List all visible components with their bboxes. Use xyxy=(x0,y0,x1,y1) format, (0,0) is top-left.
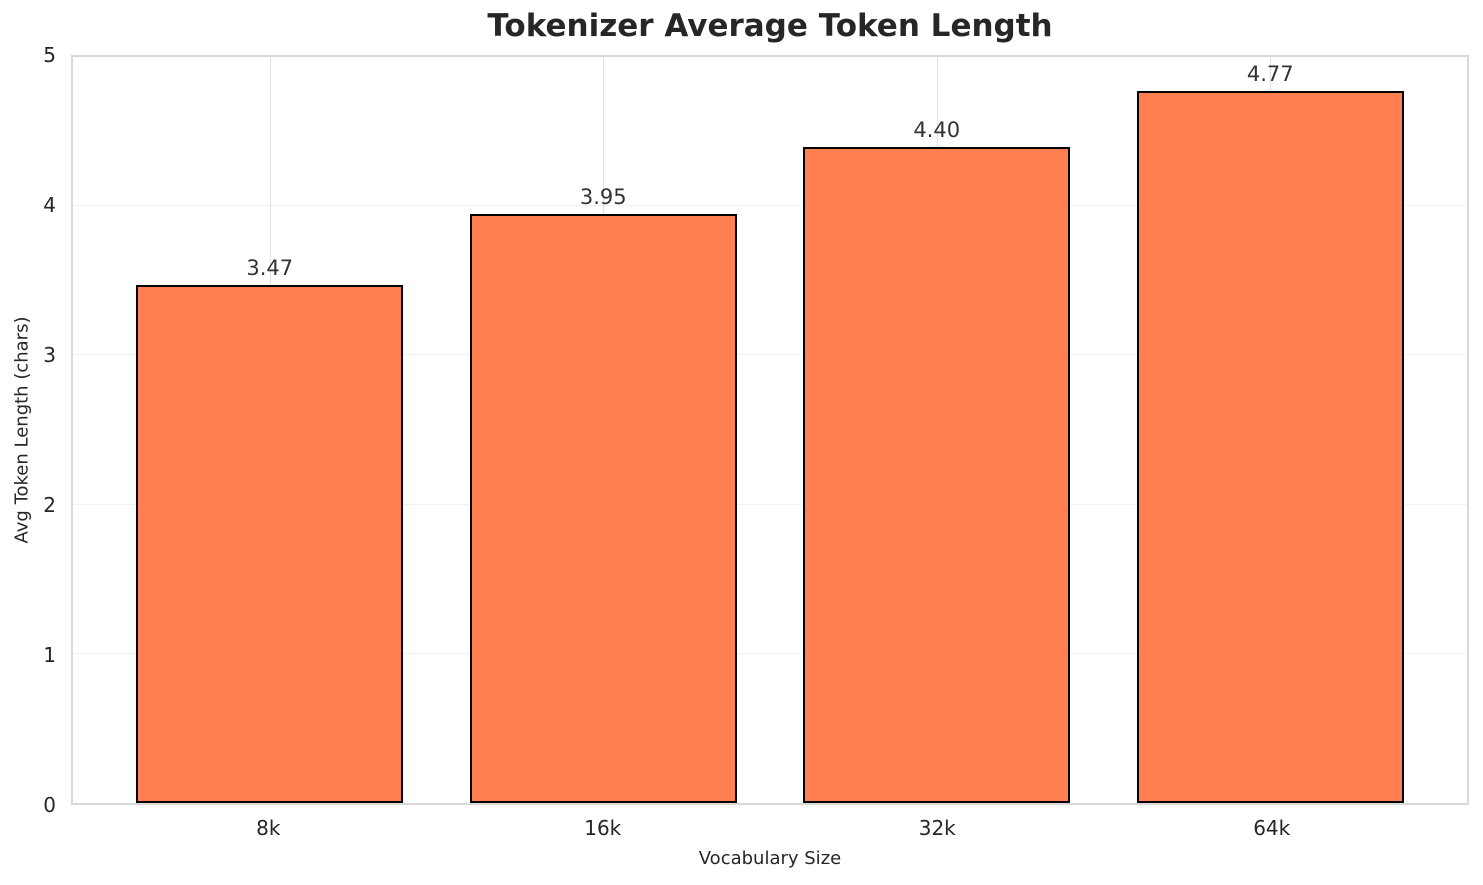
x-tick-label: 8k xyxy=(256,816,281,840)
plot-area: 3.47 3.95 4.40 4.77 xyxy=(71,55,1469,805)
bar-value-label: 4.77 xyxy=(1246,62,1294,87)
chart-title: Tokenizer Average Token Length xyxy=(487,8,1053,44)
bar-16k xyxy=(469,213,737,803)
bar-32k xyxy=(803,146,1071,803)
bar-value-label: 3.95 xyxy=(579,184,627,209)
bar-64k xyxy=(1136,91,1404,803)
x-tick-label: 32k xyxy=(918,816,956,840)
y-tick-label: 1 xyxy=(43,643,56,667)
x-tick-label: 16k xyxy=(584,816,622,840)
y-tick-label: 0 xyxy=(43,793,56,817)
bar-value-label: 4.40 xyxy=(913,117,961,142)
y-tick-label: 2 xyxy=(43,493,56,517)
x-tick-label: 64k xyxy=(1253,816,1291,840)
bar-8k xyxy=(136,285,404,803)
y-tick-label: 5 xyxy=(43,43,56,67)
x-axis-label: Vocabulary Size xyxy=(698,848,842,869)
gridline-horizontal xyxy=(73,354,1467,356)
gridline-horizontal xyxy=(73,205,1467,207)
gridline-horizontal xyxy=(73,503,1467,505)
y-tick-label: 4 xyxy=(43,193,56,217)
gridline-horizontal xyxy=(73,652,1467,654)
y-tick-label: 3 xyxy=(43,343,56,367)
bar-value-label: 3.47 xyxy=(246,256,294,281)
